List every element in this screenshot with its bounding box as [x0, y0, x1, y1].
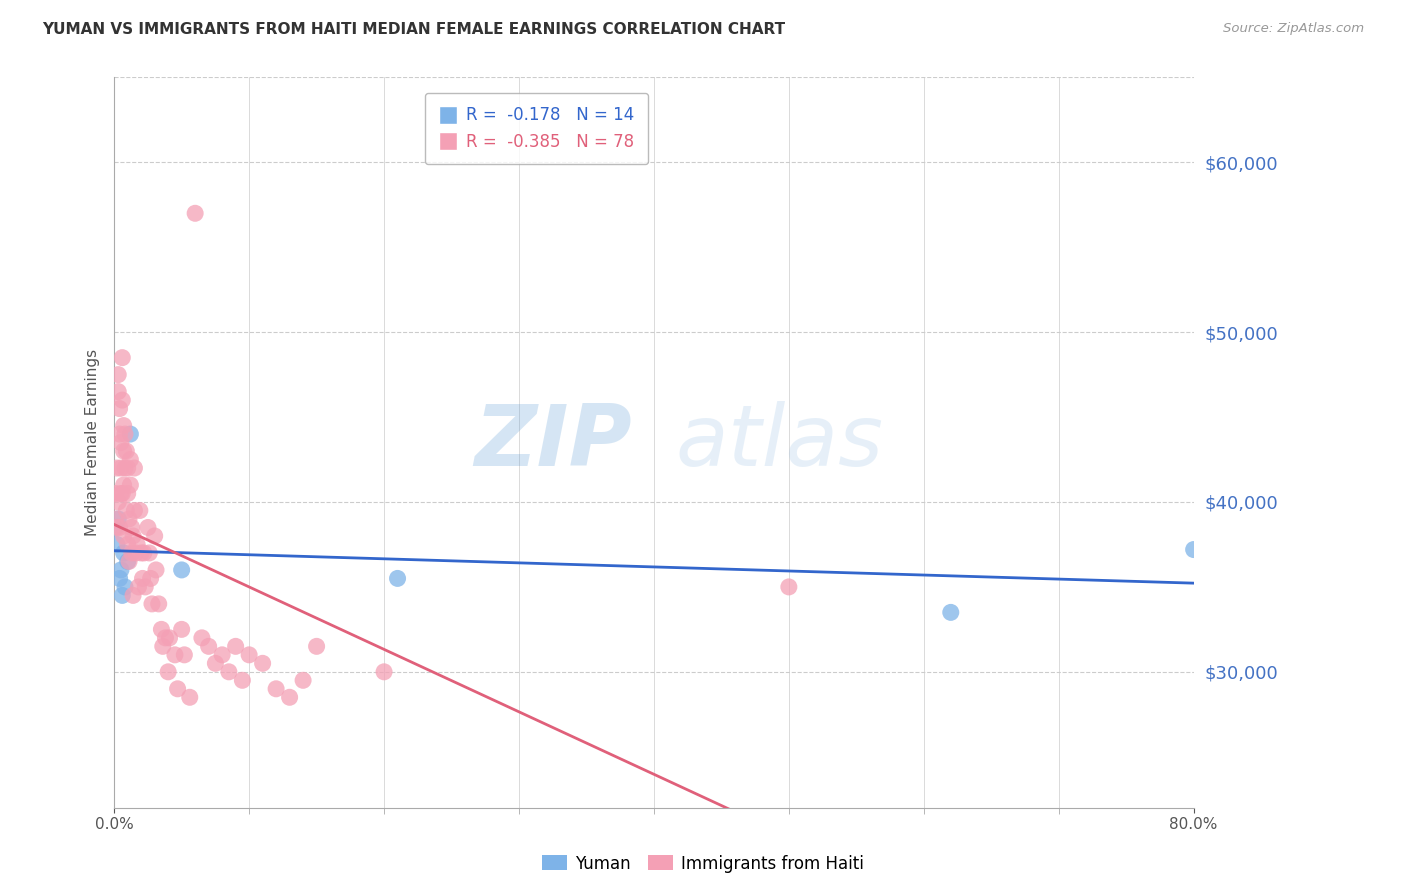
Point: [143, 529, 166, 543]
Point: [112, 444, 135, 458]
Point: [278, 690, 301, 705]
Point: [111, 588, 134, 602]
Point: [110, 486, 132, 500]
Point: [939, 606, 962, 620]
Point: [118, 512, 141, 526]
Point: [131, 571, 153, 585]
Point: [104, 486, 127, 500]
Point: [107, 495, 129, 509]
Point: [117, 461, 139, 475]
Point: [108, 520, 131, 534]
Point: [107, 384, 129, 399]
Point: [231, 673, 253, 688]
Point: [117, 486, 139, 500]
Point: [112, 418, 135, 433]
Point: [118, 554, 141, 568]
Point: [111, 351, 134, 365]
Point: [114, 461, 136, 475]
Point: [122, 529, 145, 543]
Point: [184, 206, 207, 220]
Point: [159, 631, 181, 645]
Point: [104, 512, 127, 526]
Text: Source: ZipAtlas.com: Source: ZipAtlas.com: [1223, 22, 1364, 36]
Point: [111, 393, 134, 408]
Point: [173, 648, 195, 662]
Point: [129, 546, 152, 560]
Point: [134, 580, 156, 594]
Point: [141, 597, 163, 611]
Point: [170, 623, 193, 637]
Point: [117, 554, 139, 568]
Legend: R =  -0.178   N = 14, R =  -0.385   N = 78: R = -0.178 N = 14, R = -0.385 N = 78: [425, 93, 648, 164]
Point: [166, 681, 188, 696]
Point: [157, 665, 180, 679]
Point: [112, 529, 135, 543]
Point: [105, 461, 128, 475]
Point: [150, 623, 173, 637]
Point: [114, 427, 136, 442]
Point: [108, 427, 131, 442]
Point: [252, 657, 274, 671]
Point: [218, 665, 240, 679]
Point: [114, 580, 136, 594]
Point: [112, 546, 135, 560]
Point: [127, 580, 149, 594]
Legend: Yuman, Immigrants from Haiti: Yuman, Immigrants from Haiti: [536, 848, 870, 880]
Point: [1182, 542, 1205, 557]
Point: [305, 640, 328, 654]
Point: [117, 537, 139, 551]
Point: [110, 461, 132, 475]
Point: [292, 673, 315, 688]
Point: [139, 571, 162, 585]
Point: [115, 444, 138, 458]
Point: [211, 648, 233, 662]
Text: YUMAN VS IMMIGRANTS FROM HAITI MEDIAN FEMALE EARNINGS CORRELATION CHART: YUMAN VS IMMIGRANTS FROM HAITI MEDIAN FE…: [42, 22, 786, 37]
Point: [152, 640, 174, 654]
Point: [778, 580, 800, 594]
Point: [125, 546, 148, 560]
Point: [148, 597, 170, 611]
Point: [120, 478, 142, 492]
Point: [373, 665, 395, 679]
Point: [108, 571, 131, 585]
Point: [264, 681, 287, 696]
Point: [204, 657, 226, 671]
Text: atlas: atlas: [675, 401, 883, 484]
Y-axis label: Median Female Earnings: Median Female Earnings: [86, 349, 100, 536]
Point: [238, 648, 260, 662]
Point: [121, 520, 143, 534]
Point: [120, 452, 142, 467]
Point: [105, 520, 128, 534]
Point: [110, 435, 132, 450]
Point: [105, 537, 128, 551]
Point: [155, 631, 177, 645]
Point: [132, 546, 155, 560]
Point: [145, 563, 167, 577]
Point: [111, 486, 134, 500]
Point: [128, 503, 150, 517]
Point: [163, 648, 186, 662]
Point: [179, 690, 201, 705]
Point: [107, 368, 129, 382]
Point: [115, 503, 138, 517]
Point: [191, 631, 214, 645]
Point: [124, 461, 146, 475]
Point: [127, 537, 149, 551]
Point: [138, 546, 160, 560]
Point: [121, 546, 143, 560]
Point: [122, 588, 145, 602]
Point: [110, 563, 132, 577]
Point: [170, 563, 193, 577]
Point: [136, 520, 159, 534]
Point: [120, 427, 142, 442]
Point: [197, 640, 219, 654]
Point: [108, 401, 131, 416]
Point: [225, 640, 247, 654]
Point: [112, 478, 135, 492]
Point: [104, 520, 127, 534]
Point: [124, 503, 146, 517]
Text: ZIP: ZIP: [475, 401, 633, 484]
Point: [387, 571, 409, 585]
Point: [107, 512, 129, 526]
